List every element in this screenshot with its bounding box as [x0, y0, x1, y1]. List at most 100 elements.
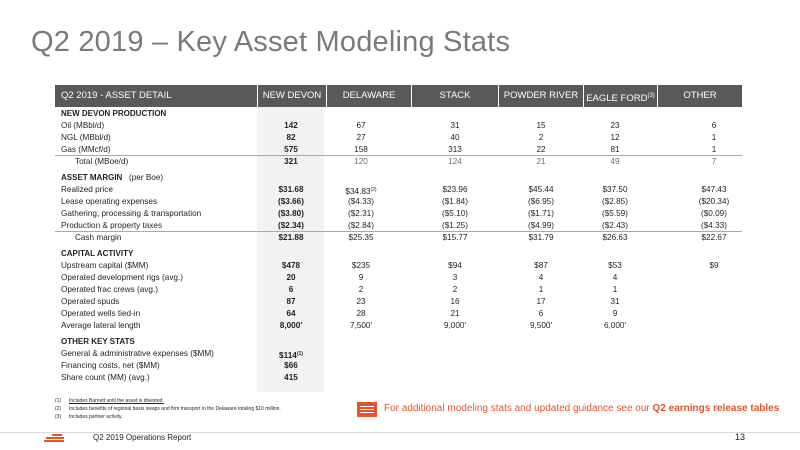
row-label: Gas (MMcf/d): [61, 145, 111, 154]
cell-value: 321: [284, 157, 298, 166]
table-row: Financing costs, net ($MM) $66: [55, 360, 742, 372]
table-row: Gathering, processing & transportation ($…: [55, 208, 742, 220]
cell-value: 23: [356, 297, 366, 306]
row-label: Gathering, processing & transportation: [61, 209, 202, 218]
section-margin: ASSET MARGIN (per Boe): [55, 172, 742, 184]
cell-value: 8,000': [279, 321, 303, 330]
row-label: NEW DEVON PRODUCTION: [61, 109, 167, 118]
cell-value: ($2.85): [602, 197, 628, 206]
cell-value: $47.43: [701, 185, 727, 194]
cell-value: 4: [538, 273, 544, 282]
cell-value: 21: [536, 157, 546, 166]
cell-value: 49: [610, 157, 620, 166]
cell-value: 81: [610, 145, 620, 154]
row-label: Lease operating expenses: [61, 197, 158, 206]
cell-value: 124: [448, 157, 462, 166]
footnote-3: (3) Includes partner activity.: [55, 414, 123, 420]
cell-value: $15.77: [442, 233, 468, 242]
cell-value: 7,500': [349, 321, 373, 330]
cell-value: 142: [284, 121, 298, 130]
cell-value: ($3.80): [278, 209, 304, 218]
section-margin-suffix: (per Boe): [129, 173, 164, 182]
table-row: Oil (MBbl/d) 142 67 31 15 23 6: [55, 120, 742, 132]
cell-value: ($20.34): [698, 197, 730, 206]
cell-value: ($5.10): [442, 209, 468, 218]
table-row: NGL (MBbl/d) 82 27 40 2 12 1: [55, 132, 742, 144]
cell-value: $87: [534, 261, 548, 270]
cell-value: 21: [450, 309, 460, 318]
cell-value: $94: [448, 261, 462, 270]
cell-value: ($3.66): [278, 197, 304, 206]
cell-value: 120: [354, 157, 368, 166]
cell-value: $478: [281, 261, 301, 270]
cell-value: 6: [288, 285, 294, 294]
cell-value: 27: [356, 133, 366, 142]
cell-value: 16: [450, 297, 460, 306]
cell-value: 2: [538, 133, 544, 142]
table-row: Share count (MM) (avg.) 415: [55, 372, 742, 384]
cell-value: 17: [536, 297, 546, 306]
cell-value: ($1.71): [528, 209, 554, 218]
cell-value: 31: [450, 121, 460, 130]
cell-value: 82: [286, 133, 296, 142]
cell-value: 158: [354, 145, 368, 154]
footer-divider: [0, 432, 800, 433]
cell-value: $53: [608, 261, 622, 270]
cell-value: ($2.43): [602, 221, 628, 230]
cell-value: 15: [536, 121, 546, 130]
earnings-release-callout[interactable]: For additional modeling stats and update…: [357, 402, 779, 418]
cell-value: ($4.33): [701, 221, 727, 230]
section-capital: CAPITAL ACTIVITY: [55, 248, 742, 260]
cell-value: 1: [711, 133, 717, 142]
row-label: ASSET MARGIN: [61, 173, 123, 182]
col-powder-river: POWDER RIVER: [503, 90, 579, 101]
cell-value: $45.44: [528, 185, 554, 194]
page-title: Q2 2019 – Key Asset Modeling Stats: [31, 26, 511, 58]
row-label: Oil (MBbl/d): [61, 121, 105, 130]
cell-value: 2: [358, 285, 364, 294]
cell-value: 1: [711, 145, 717, 154]
footnote-1: (1) Includes Barnett until the asset is d…: [55, 398, 164, 404]
footnotes: (1) Includes Barnett until the asset is d…: [55, 397, 281, 421]
cell-value: $23.96: [442, 185, 468, 194]
table-row: Total (MBoe/d) 321 120 124 21 49 7: [55, 156, 742, 168]
cell-value: $25.35: [348, 233, 374, 242]
row-label: Operated development rigs (avg.): [61, 273, 183, 282]
cell-value: ($2.31): [348, 209, 374, 218]
cell-value: $114(1): [279, 351, 303, 360]
cell-value: 12: [610, 133, 620, 142]
cell-value: 67: [356, 121, 366, 130]
cell-value: 313: [448, 145, 462, 154]
header-label: Q2 2019 - ASSET DETAIL: [61, 90, 172, 101]
cell-value: 415: [284, 373, 298, 382]
cell-value: 22: [536, 145, 546, 154]
cell-value: $37.50: [602, 185, 628, 194]
table-row: Operated development rigs (avg.) 20 9 3 4 4: [55, 272, 742, 284]
table-row: Operated frac crews (avg.) 6 2 2 1 1: [55, 284, 742, 296]
section-production: NEW DEVON PRODUCTION: [55, 108, 742, 120]
table-row: Realized price $31.68 $34.83(2) $23.96 $45.4…: [55, 184, 742, 196]
cell-value: ($0.09): [701, 209, 727, 218]
new-devon-column-band: [257, 107, 324, 392]
asset-detail-table: Q2 2019 - ASSET DETAIL NEW DEVON DELAWAR…: [55, 85, 742, 107]
table-row: General & administrative expenses ($MM) $…: [55, 348, 742, 360]
cell-value: $31.79: [528, 233, 554, 242]
page-number: 13: [734, 432, 745, 442]
footer-report-title: Q2 2019 Operations Report: [93, 433, 192, 442]
cell-value: 6: [538, 309, 544, 318]
cell-value: ($2.84): [348, 221, 374, 230]
cell-value: ($5.59): [602, 209, 628, 218]
earnings-release-link[interactable]: Q2 earnings release tables: [652, 403, 780, 414]
cell-value: 2: [452, 285, 458, 294]
table-row: Average lateral length 8,000' 7,500' 9,000'…: [55, 320, 742, 332]
cell-value: $34.83(2): [345, 187, 377, 196]
cell-value: 20: [286, 273, 296, 282]
footnote-2: (2) Includes benefits of regional basis s…: [55, 406, 281, 412]
cell-value: 64: [286, 309, 296, 318]
row-label: General & administrative expenses ($MM): [61, 349, 214, 358]
cell-value: 28: [356, 309, 366, 318]
row-label: Upstream capital ($MM): [61, 261, 149, 270]
col-new-devon: NEW DEVON: [262, 90, 322, 101]
cell-value: 3: [452, 273, 458, 282]
row-label: Cash margin: [75, 233, 122, 242]
